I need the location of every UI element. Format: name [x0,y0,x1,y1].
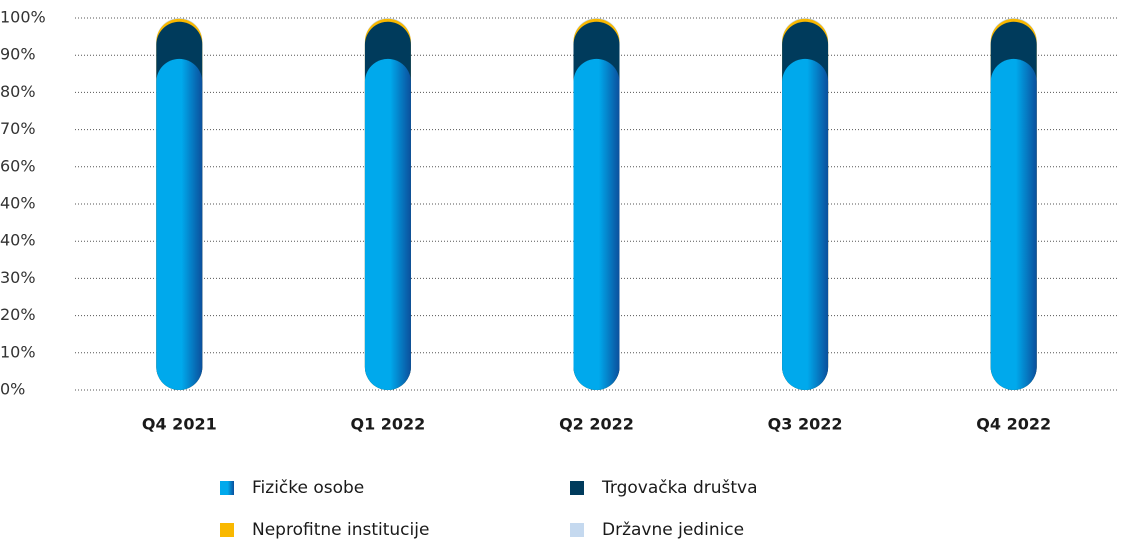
x-tick-label: Q2 2022 [559,415,634,434]
bar-segment [364,58,411,391]
x-tick-label: Q4 2022 [976,415,1051,434]
x-tick-label: Q4 2021 [142,415,217,434]
legend-label: Fizičke osobe [252,478,364,498]
y-tick-label: 40% [0,194,36,213]
y-tick-label: 90% [0,45,36,64]
y-tick-label: 0% [0,380,25,399]
y-tick-label: 40% [0,231,36,250]
y-tick-label: 80% [0,82,36,101]
bar-segment [156,58,203,391]
x-tick-label: Q1 2022 [350,415,425,434]
y-tick-label: 10% [0,342,36,361]
legend-label: Trgovačka društva [601,478,758,498]
legend-swatch [570,523,584,537]
legend-swatch [570,481,584,495]
bar-segment [782,58,829,391]
y-tick-label: 20% [0,305,36,324]
legend-label: Neprofitne institucije [252,520,429,540]
y-tick-label: 100% [0,8,46,27]
bar-segment [573,58,620,391]
bar-segment [990,58,1037,391]
legend-swatch [220,523,234,537]
x-tick-label: Q3 2022 [768,415,843,434]
legend-label: Državne jedinice [602,520,744,540]
y-tick-label: 70% [0,119,36,138]
y-tick-label: 30% [0,268,36,287]
y-tick-label: 60% [0,156,36,175]
legend-swatch [220,481,234,495]
